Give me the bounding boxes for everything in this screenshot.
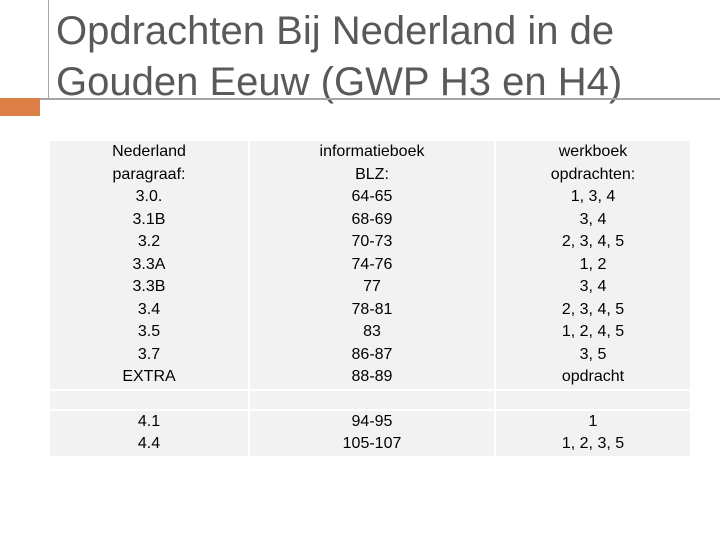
table-cell-pages: 94-95 105-107 xyxy=(250,410,494,456)
title-line-2: Gouden Eeuw (GWP H3 en H4) xyxy=(56,60,623,104)
cell-line: 3, 4 xyxy=(579,210,607,228)
cell-line: informatieboek xyxy=(319,143,425,160)
cell-line: opdracht xyxy=(561,368,625,385)
cell-line: EXTRA xyxy=(122,368,176,385)
cell-line: werkboek xyxy=(558,143,628,160)
table-row-spacer xyxy=(50,390,690,409)
cell-line: 3, 5 xyxy=(579,345,607,363)
vertical-rule xyxy=(48,0,49,98)
cell-line: 4.4 xyxy=(137,435,161,452)
cell-line: paragraaf: xyxy=(112,165,186,183)
cell-line: 83 xyxy=(363,323,381,340)
cell-line: 2, 3, 4, 5 xyxy=(561,233,625,250)
cell-line: 1, 2, 3, 5 xyxy=(561,435,625,452)
table-row: Nederland paragraaf: 3.0. 3.1B 3.2 3.3A 3.3B 3.… xyxy=(50,141,690,389)
cell-line: 3.3B xyxy=(132,278,166,295)
cell-line: 3.1B xyxy=(132,210,166,228)
table-cell-empty xyxy=(496,390,690,409)
cell-line: 2, 3, 4, 5 xyxy=(561,300,625,318)
title-divider xyxy=(40,98,720,100)
cell-line: 4.1 xyxy=(137,412,161,430)
cell-line: 70-73 xyxy=(351,233,393,250)
slide-title: Opdrachten Bij Nederland in de Gouden Ee… xyxy=(56,6,706,108)
cell-line: 86-87 xyxy=(351,345,393,363)
cell-line: 68-69 xyxy=(351,210,393,228)
table-row: 4.1 4.4 94-95 105-107 1 1, 2, 3, 5 xyxy=(50,410,690,456)
cell-line: 105-107 xyxy=(342,435,402,452)
table-cell-paragraphs: Nederland paragraaf: 3.0. 3.1B 3.2 3.3A 3.3B 3.… xyxy=(50,141,248,389)
cell-line: Nederland xyxy=(112,143,186,160)
accent-block xyxy=(0,98,40,116)
table-cell-paragraphs: 4.1 4.4 xyxy=(50,410,248,456)
cell-line: 3.3A xyxy=(132,255,166,273)
cell-line: 3.0. xyxy=(135,188,163,205)
table-cell-pages: informatieboek BLZ: 64-65 68-69 70-73 74-76 77… xyxy=(250,141,494,389)
cell-line: 64-65 xyxy=(351,188,393,205)
cell-line: 3.4 xyxy=(137,300,161,318)
table-cell-empty xyxy=(250,390,494,409)
title-line-1: Opdrachten Bij Nederland in de xyxy=(56,9,615,53)
cell-line: 1, 2, 4, 5 xyxy=(561,323,625,340)
cell-line: 74-76 xyxy=(351,255,393,273)
assignments-table: Nederland paragraaf: 3.0. 3.1B 3.2 3.3A 3.3B 3.… xyxy=(48,139,692,458)
cell-line: BLZ: xyxy=(355,165,389,183)
cell-line: opdrachten: xyxy=(550,165,636,183)
cell-line: 3.7 xyxy=(137,345,161,363)
cell-line: 3.2 xyxy=(137,233,161,250)
cell-line: 78-81 xyxy=(351,300,393,318)
cell-line: 1, 3, 4 xyxy=(570,188,616,205)
cell-line: 3.5 xyxy=(137,323,161,340)
cell-line: 3, 4 xyxy=(579,278,607,295)
cell-line: 88-89 xyxy=(351,368,393,385)
table-cell-exercises: werkboek opdrachten: 1, 3, 4 3, 4 2, 3, 4, 5… xyxy=(496,141,690,389)
table-cell-empty xyxy=(50,390,248,409)
cell-line: 77 xyxy=(363,278,381,295)
cell-line: 1, 2 xyxy=(579,255,607,273)
table-cell-exercises: 1 1, 2, 3, 5 xyxy=(496,410,690,456)
cell-line: 94-95 xyxy=(351,412,393,430)
cell-line: 1 xyxy=(588,412,598,430)
